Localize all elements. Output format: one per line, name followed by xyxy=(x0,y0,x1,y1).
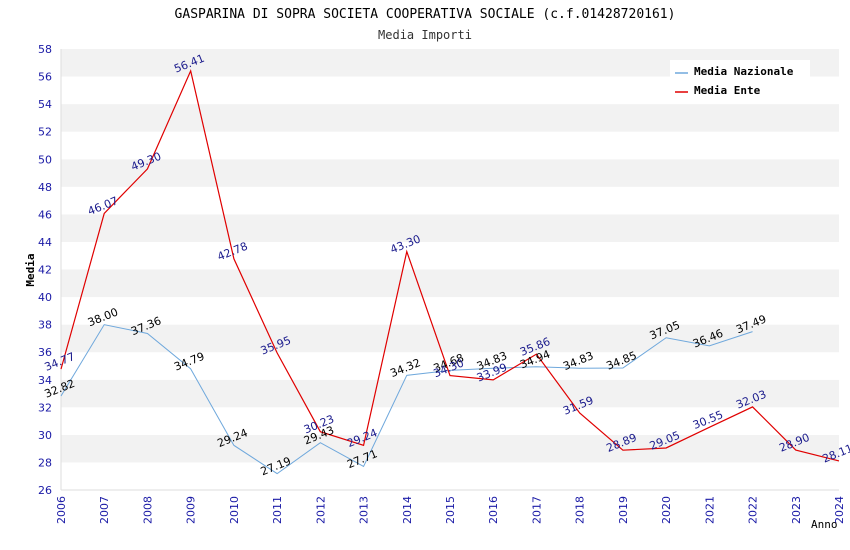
y-tick-label: 52 xyxy=(38,126,52,139)
y-tick-label: 58 xyxy=(38,43,52,56)
y-tick-label: 30 xyxy=(38,429,52,442)
legend-entry-nazionale: Media Nazionale xyxy=(694,65,794,78)
series-line-nazionale xyxy=(60,324,753,475)
x-tick-label: 2019 xyxy=(617,496,630,524)
x-tick-label: 2021 xyxy=(703,496,716,524)
y-tick-label: 32 xyxy=(38,401,52,414)
grid-band xyxy=(61,297,839,325)
x-axis-ticks: 2006 2007 2008 2009 2010 2011 2012 2013 2014 2015… xyxy=(55,496,846,524)
y-tick-label: 34 xyxy=(38,374,52,387)
y-tick-label: 40 xyxy=(38,291,52,304)
y-axis-label: Media xyxy=(24,253,37,286)
x-tick-label: 2016 xyxy=(487,496,500,524)
x-tick-label: 2023 xyxy=(790,496,803,524)
x-tick-label: 2014 xyxy=(401,496,414,524)
legend: Media Nazionale Media Ente xyxy=(670,60,810,102)
series-line-ente xyxy=(60,69,840,462)
y-tick-label: 44 xyxy=(38,236,52,249)
grid-band xyxy=(61,131,839,160)
chart-subtitle: Media Importi xyxy=(378,28,472,42)
grid-band xyxy=(61,269,839,298)
chart-title: GASPARINA DI SOPRA SOCIETA COOPERATIVA S… xyxy=(175,7,676,22)
x-tick-label: 2006 xyxy=(55,496,68,524)
y-tick-label: 28 xyxy=(38,456,52,469)
x-tick-label: 2007 xyxy=(98,496,111,524)
x-tick-label: 2009 xyxy=(185,496,198,524)
x-tick-label: 2013 xyxy=(358,496,371,524)
y-axis-ticks: 26 28 30 32 34 36 38 40 42 44 46 48 50 52 54 56 58 xyxy=(38,43,52,497)
x-tick-label: 2015 xyxy=(444,496,457,524)
grid-bands xyxy=(60,49,839,491)
x-axis-label: Anno xyxy=(811,518,838,531)
grid-band xyxy=(61,186,839,215)
grid-band xyxy=(61,324,839,353)
x-tick-label: 2012 xyxy=(314,496,327,524)
grid-band xyxy=(61,159,839,187)
x-tick-label: 2017 xyxy=(530,496,543,524)
grid-band xyxy=(61,407,839,435)
x-tick-label: 2024 xyxy=(833,496,846,524)
y-tick-label: 46 xyxy=(38,208,52,221)
x-tick-label: 2010 xyxy=(228,496,241,524)
grid-band xyxy=(61,241,839,270)
y-tick-label: 26 xyxy=(38,484,52,497)
y-tick-label: 54 xyxy=(38,98,52,111)
y-tick-label: 38 xyxy=(38,319,52,332)
grid-band xyxy=(61,462,839,490)
legend-entry-ente: Media Ente xyxy=(694,84,761,97)
x-tick-label: 2020 xyxy=(660,496,673,524)
grid-band xyxy=(61,434,839,463)
y-tick-label: 48 xyxy=(38,181,52,194)
grid-band xyxy=(61,104,839,132)
x-tick-label: 2008 xyxy=(141,496,154,524)
y-tick-label: 56 xyxy=(38,71,52,84)
x-tick-label: 2018 xyxy=(574,496,587,524)
y-tick-label: 36 xyxy=(38,346,52,359)
series-lines xyxy=(60,69,840,475)
y-tick-label: 50 xyxy=(38,153,52,166)
grid-band xyxy=(61,214,839,242)
legend-box xyxy=(670,60,810,102)
x-tick-label: 2011 xyxy=(271,496,284,524)
y-tick-label: 42 xyxy=(38,264,52,277)
x-tick-label: 2022 xyxy=(747,496,760,524)
grid-band xyxy=(61,379,839,408)
